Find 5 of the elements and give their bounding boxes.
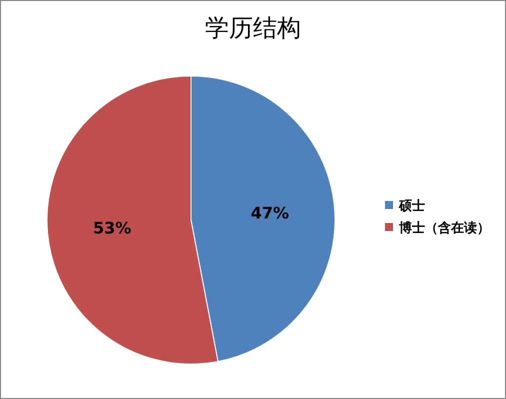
- chart-title: 学历结构: [205, 14, 301, 42]
- legend-label: 博士（含在读）: [398, 220, 490, 236]
- data-label: 47%: [250, 204, 289, 223]
- data-label: 53%: [93, 218, 132, 238]
- legend-label: 硕士: [398, 199, 425, 214]
